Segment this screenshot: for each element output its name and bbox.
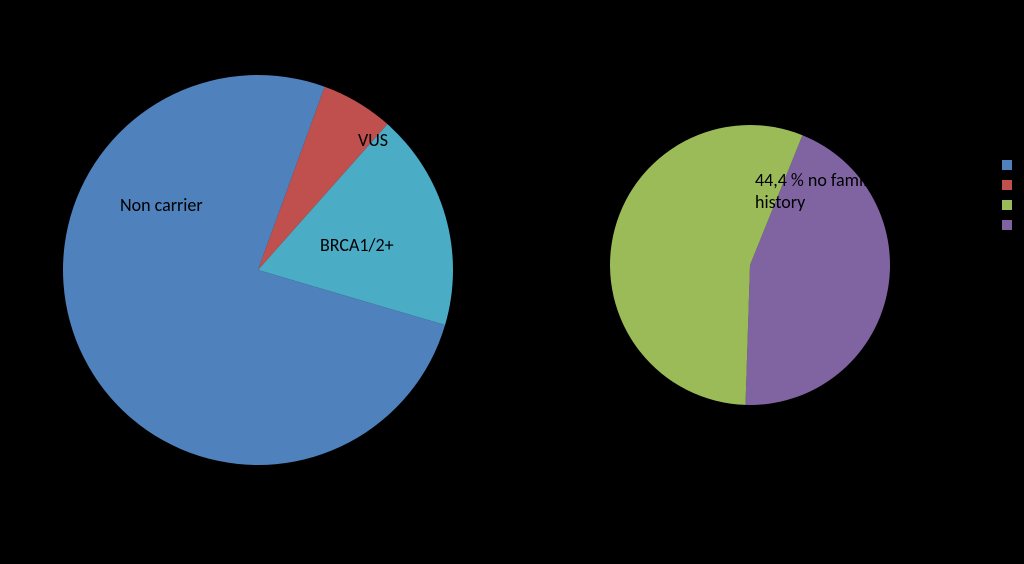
legend-swatch-nofam [1002, 220, 1012, 230]
legend-item-vus [1002, 180, 1012, 190]
legend-swatch-vus [1002, 180, 1012, 190]
pie-left-label-brca: BRCA1/2+ [320, 235, 394, 257]
pie-left-label-noncarrier: Non carrier [120, 195, 203, 217]
pie-right-label-nofam: 44,4 % no familyhistory [755, 170, 875, 213]
pie-chart-right: 44,4 % no familyhistory [608, 123, 892, 407]
legend-item-nofam [1002, 220, 1012, 230]
legend [1002, 160, 1012, 230]
legend-swatch-noncarrier [1002, 160, 1012, 170]
legend-item-fam [1002, 200, 1012, 210]
pie-left-label-vus: VUS [358, 130, 388, 152]
pie-chart-left: VUS BRCA1/2+ Non carrier [61, 73, 455, 467]
legend-item-noncarrier [1002, 160, 1012, 170]
legend-swatch-fam [1002, 200, 1012, 210]
